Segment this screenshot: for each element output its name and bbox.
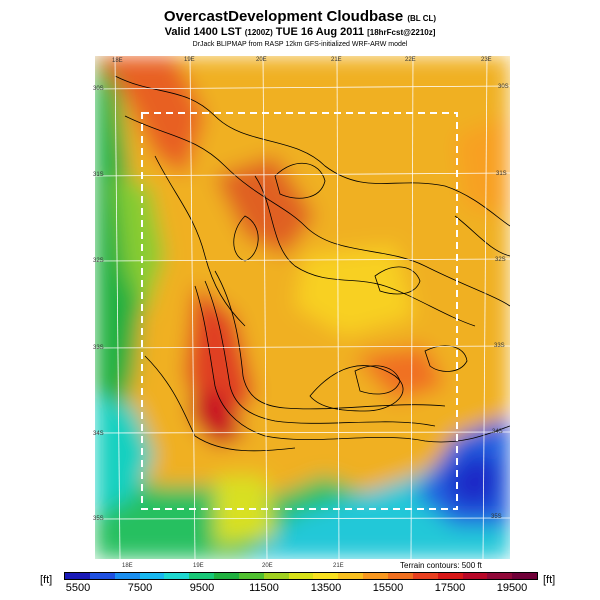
colorbar-tick-label: 9500: [189, 582, 215, 594]
colorbar-swatch: [338, 573, 364, 579]
map-title: OvercastDevelopment Cloudbase (BL CL): [163, 8, 437, 25]
colorbar-swatch: [437, 573, 463, 579]
lat-label-left-32s: 32S: [93, 258, 104, 264]
colorbar-swatch: [512, 573, 538, 579]
colorbar-swatch: [363, 573, 388, 579]
lon-label-top-23e: 23E: [481, 57, 492, 63]
colorbar-tick-label: 15500: [372, 582, 404, 594]
colorbar-swatch: [189, 573, 215, 579]
lat-label-right-30s: 30S: [498, 84, 509, 90]
inner-domain-box: [141, 112, 458, 510]
terrain-contours: [114, 75, 510, 452]
lon-label-top-21e: 21E: [331, 57, 342, 63]
model-credit: DrJack BLIPMAP from RASP 12km GFS-initia…: [192, 41, 408, 48]
colorbar-swatch: [164, 573, 190, 579]
colorbar-swatch: [487, 573, 513, 579]
valid-time-line: Valid 1400 LST (1200Z) TUE 16 Aug 2011 […: [164, 26, 436, 38]
lon-label-top-22e: 22E: [405, 57, 416, 63]
colorbar-tick-label: 11500: [249, 582, 279, 594]
colorbar-swatch: [238, 573, 264, 579]
lon-label-top-19e: 19E: [184, 57, 195, 63]
colorbar-tick-label: 7500: [127, 582, 153, 594]
lat-label-left-34s: 34S: [93, 431, 104, 437]
colorbar-tick-label: 13500: [310, 582, 342, 594]
colorbar-swatch: [313, 573, 339, 579]
lon-label-bottom-21e: 21E: [333, 563, 344, 569]
lon-label-bottom-19e: 19E: [193, 563, 204, 569]
lon-label-top-20e: 20E: [256, 57, 267, 63]
colorbar-swatch: [387, 573, 413, 579]
lat-label-right-34s: 34S: [492, 429, 503, 435]
terrain-contour-note: Terrain contours: 500 ft: [400, 561, 482, 570]
lat-label-left-31s: 31S: [93, 172, 104, 178]
colorbar-unit-right: [ft]: [543, 574, 556, 586]
colorbar-unit-left: [ft]: [40, 574, 53, 586]
colorbar-swatch: [288, 573, 314, 579]
cloudbase-field: [95, 56, 510, 559]
colorbar-swatch: [412, 573, 438, 579]
colorbar-tick-label: 19500: [496, 582, 528, 594]
lat-label-right-31s: 31S: [496, 171, 507, 177]
lat-label-left-35s: 35S: [93, 516, 104, 522]
lat-lon-grid: [95, 56, 510, 559]
lon-label-bottom-20e: 20E: [262, 563, 273, 569]
lat-label-right-33s: 33S: [494, 343, 505, 349]
colorbar-tick-label: 17500: [434, 582, 466, 594]
colorbar-swatch: [214, 573, 239, 579]
lat-label-right-32s: 32S: [495, 257, 506, 263]
colorbar-swatch: [114, 573, 140, 579]
colorbar-swatch: [65, 573, 90, 579]
lat-label-left-33s: 33S: [93, 345, 104, 351]
lat-label-left-30s: 30S: [93, 86, 104, 92]
colorbar-swatch: [263, 573, 289, 579]
lat-label-right-35s: 35S: [491, 514, 502, 520]
colorbar-tick-label: 5500: [65, 582, 91, 594]
cloudbase-map: [95, 56, 510, 559]
colorbar-swatch: [89, 573, 115, 579]
colorbar-swatch: [462, 573, 488, 579]
lon-label-top-18e: 18E: [112, 58, 123, 64]
colorbar-swatch: [139, 573, 165, 579]
colorbar: [64, 572, 538, 580]
lon-label-bottom-18e: 18E: [122, 563, 133, 569]
